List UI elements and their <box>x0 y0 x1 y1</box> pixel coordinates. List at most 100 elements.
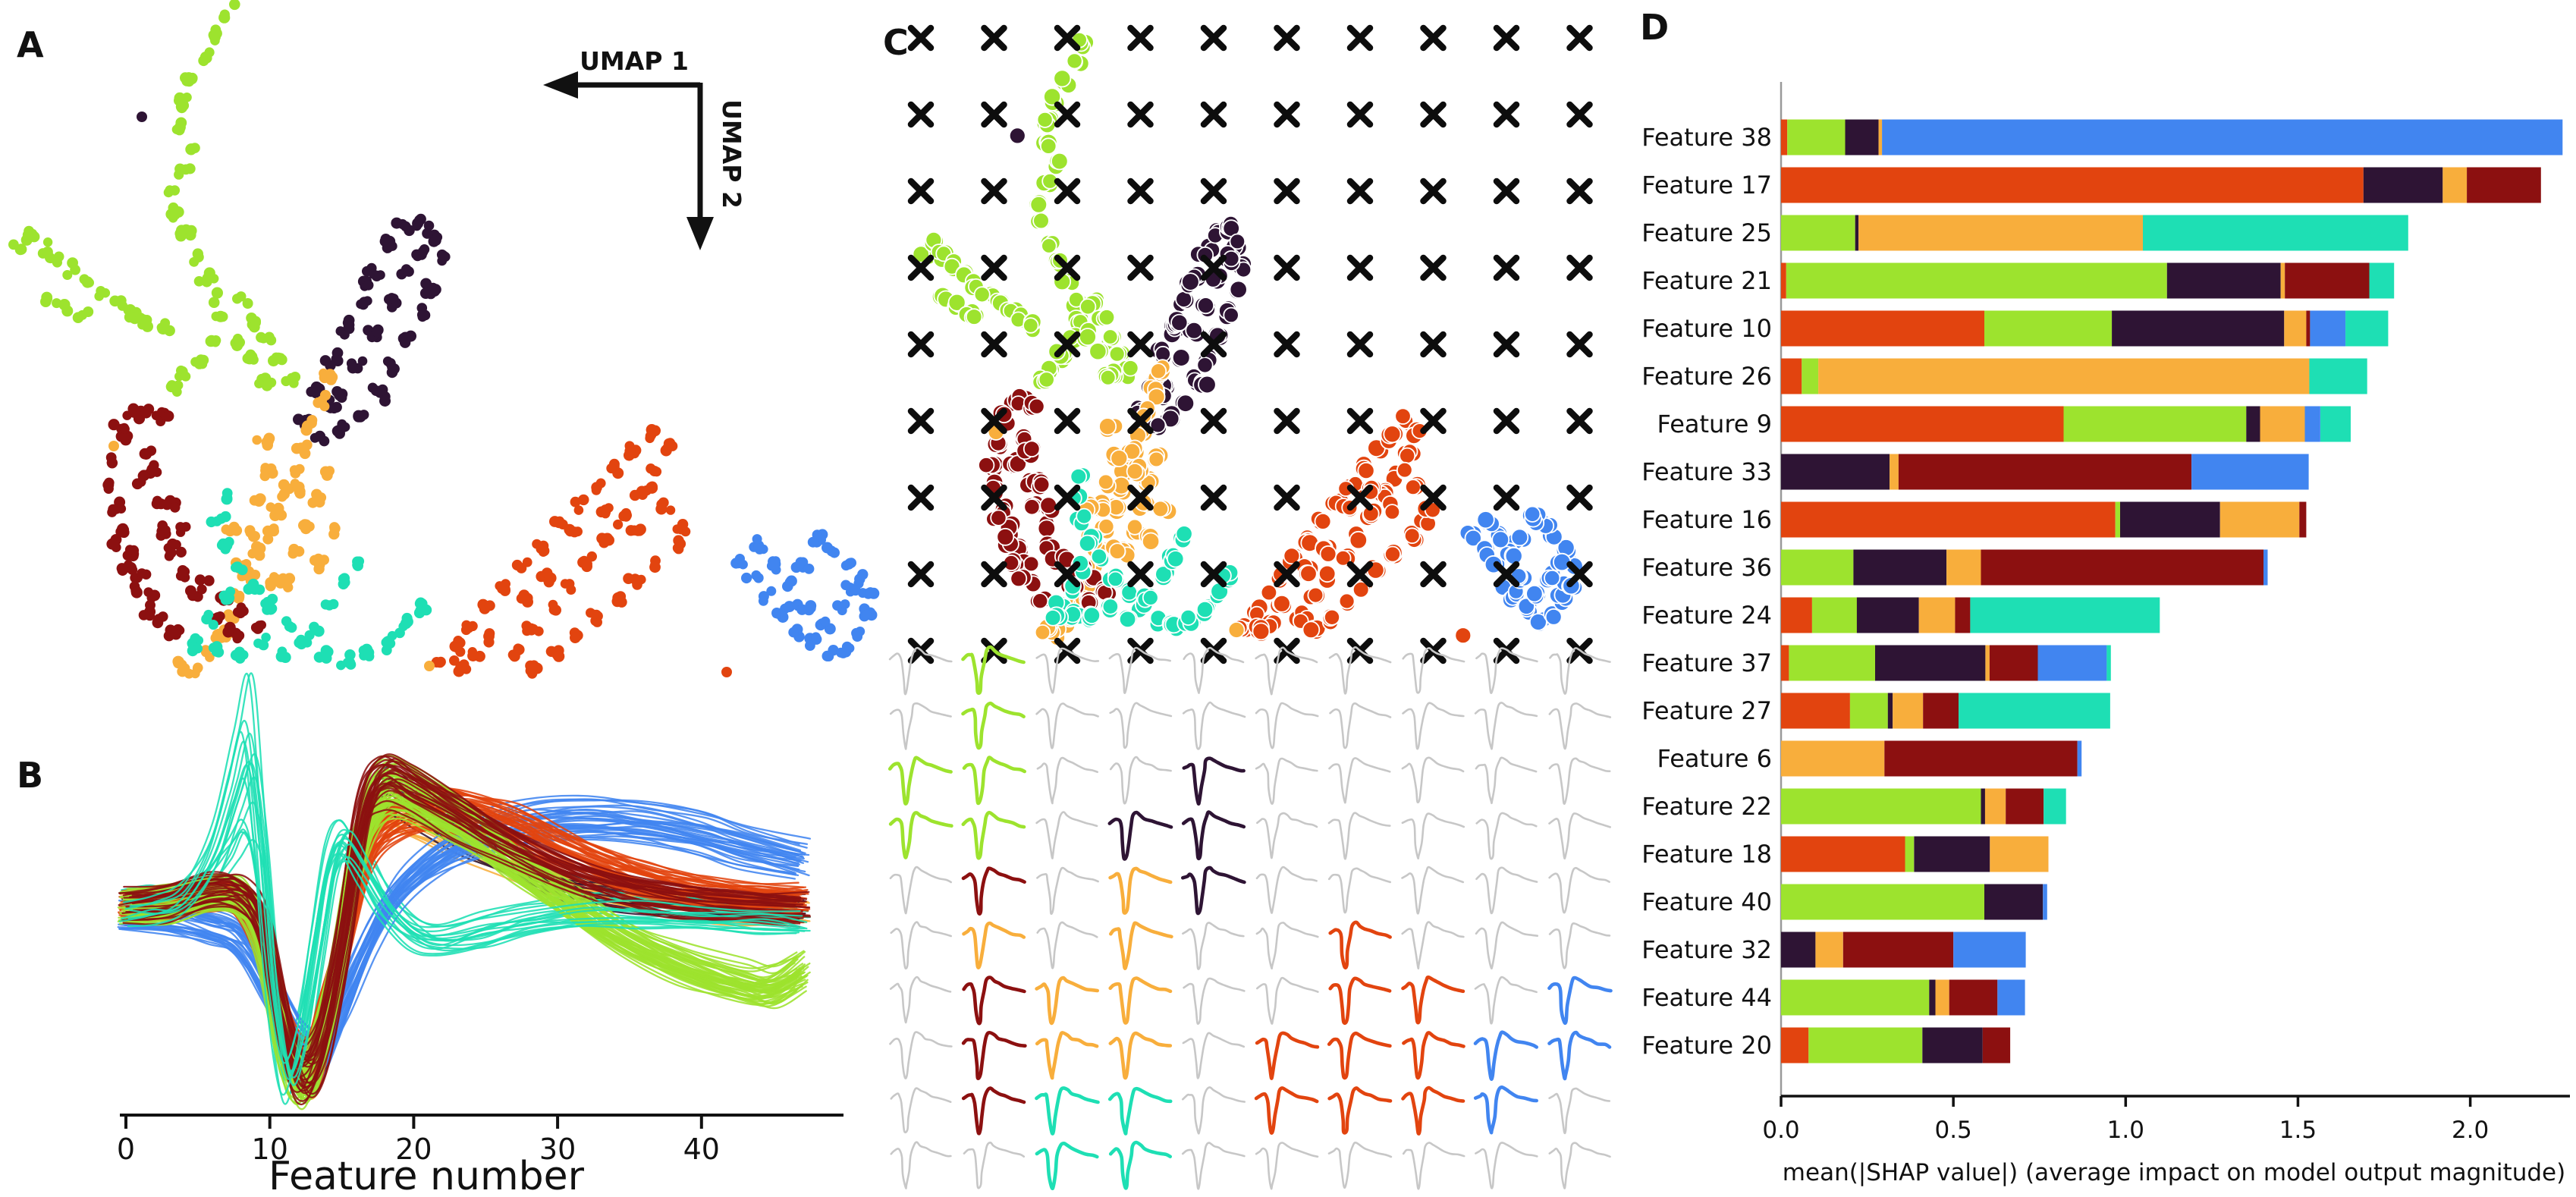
bar-segment-green <box>1781 215 1855 251</box>
x-marker-icon <box>1127 24 1154 52</box>
x-marker-icon <box>1200 331 1227 358</box>
panel-d-xaxis-title: mean(|SHAP value|) (average impact on mo… <box>1783 1159 2565 1186</box>
feature-label: Feature 32 <box>1641 935 1772 964</box>
bar-segment-orange <box>2219 501 2300 538</box>
prototype-waveform-gray <box>1035 647 1100 694</box>
prototype-waveform-teal <box>1107 1086 1173 1136</box>
x-marker-icon <box>1493 254 1520 281</box>
bar-segment-darkred <box>1842 932 1954 968</box>
umap-cluster-teal <box>187 488 432 671</box>
panel-b-tick-label: 10 <box>252 1133 288 1166</box>
prototype-waveform-gray <box>1108 646 1171 694</box>
shap-bar-feature-18: Feature 18 <box>1641 836 2049 872</box>
prototype-waveform-gray <box>1548 702 1612 750</box>
x-marker-icon <box>1493 101 1520 128</box>
som-x-markers <box>907 24 1593 664</box>
prototype-waveform-gray <box>1474 976 1538 1025</box>
x-marker-icon <box>1493 178 1520 205</box>
x-marker-icon <box>907 178 935 205</box>
x-marker-icon <box>1127 178 1154 205</box>
bar-segment-orangered <box>1781 645 1789 681</box>
prototype-waveform-darkred <box>961 866 1026 916</box>
feature-label: Feature 40 <box>1641 888 1772 916</box>
prototype-waveform-gray <box>1036 921 1098 969</box>
bar-segment-teal <box>2309 358 2367 394</box>
bar-segment-blue <box>1953 932 2026 968</box>
prototype-waveform-purple <box>1182 756 1246 806</box>
prototype-waveform-orange <box>1035 1031 1099 1080</box>
shap-bar-feature-16: Feature 16 <box>1641 501 2307 538</box>
x-marker-icon <box>1054 331 1081 358</box>
feature-label: Feature 33 <box>1641 457 1772 486</box>
feature-label: Feature 16 <box>1641 505 1772 534</box>
x-marker-icon <box>1274 331 1300 358</box>
bar-segment-orange <box>2260 406 2305 442</box>
bar-segment-orangered <box>1781 310 1984 347</box>
bar-segment-purple <box>1875 645 1986 681</box>
shap-bar-feature-25: Feature 25 <box>1641 215 2408 251</box>
prototype-waveform-orange <box>1108 976 1173 1025</box>
prototype-waveform-orangered <box>1402 1031 1465 1080</box>
panel-d-tick-label: 0.5 <box>1934 1117 1971 1144</box>
bar-segment-orangered <box>1781 836 1905 872</box>
x-marker-icon <box>1566 24 1593 52</box>
x-marker-icon <box>1346 178 1374 205</box>
x-marker-icon <box>1274 484 1300 511</box>
bar-segment-purple <box>1856 597 1919 633</box>
prototype-waveform-purple <box>1181 810 1246 861</box>
bar-segment-orangered <box>1781 406 2064 442</box>
prototype-waveform-purple <box>1181 866 1246 916</box>
feature-label: Feature 24 <box>1641 601 1772 630</box>
prototype-waveform-darkred <box>961 1086 1026 1136</box>
bar-segment-orange <box>1878 119 1883 156</box>
bar-segment-darkred <box>2467 167 2541 203</box>
bar-segment-purple <box>2166 262 2281 299</box>
bar-segment-purple <box>1887 693 1893 729</box>
bar-segment-green <box>1786 262 2167 299</box>
prototype-waveform-teal <box>1035 1142 1099 1191</box>
prototype-waveform-gray <box>890 1141 952 1190</box>
shap-bar-feature-9: Feature 9 <box>1657 406 2351 442</box>
prototype-waveform-gray <box>1548 866 1610 914</box>
x-marker-icon <box>981 254 1007 281</box>
x-marker-icon <box>1420 24 1447 52</box>
prototype-waveform-gray <box>889 866 952 915</box>
x-marker-icon <box>1200 484 1227 511</box>
bar-segment-green <box>1789 645 1875 681</box>
panel-d-tick-label: 2.0 <box>2452 1117 2489 1144</box>
prototype-waveform-gray <box>1475 1142 1538 1189</box>
x-marker-icon <box>1420 484 1447 511</box>
prototype-waveform-blue <box>1473 1030 1538 1081</box>
umap-cluster-orangered <box>431 424 691 679</box>
bar-segment-darkred <box>2006 788 2044 825</box>
bar-segment-teal <box>2044 788 2066 825</box>
x-marker-icon <box>1566 484 1593 511</box>
panel-b-tick-label: 20 <box>395 1133 432 1166</box>
shap-bar-feature-24: Feature 24 <box>1641 597 2160 633</box>
prototype-waveform-darkred <box>961 1030 1027 1081</box>
prototype-waveform-blue <box>1473 1085 1538 1135</box>
bar-segment-purple <box>1855 215 1859 251</box>
x-marker-icon <box>1566 331 1593 358</box>
som-cluster-blue <box>1459 505 1584 633</box>
shap-bar-feature-37: Feature 37 <box>1641 645 2111 681</box>
panel-b-tick-label: 0 <box>117 1133 135 1166</box>
prototype-waveform-gray <box>889 702 952 750</box>
bar-segment-green <box>1905 836 1915 872</box>
bar-segment-purple <box>1853 549 1947 586</box>
prototype-waveform-gray <box>1401 756 1465 804</box>
bar-segment-teal <box>2369 262 2395 299</box>
panel-d-label: D <box>1640 7 1669 48</box>
prototype-waveform-orangered <box>1401 1085 1465 1136</box>
umap-axes-arrows <box>543 71 714 250</box>
prototype-waveform-gray <box>1256 812 1318 859</box>
x-marker-icon <box>1566 254 1593 281</box>
shap-bar-feature-27: Feature 27 <box>1641 693 2110 729</box>
shap-bar-feature-20: Feature 20 <box>1641 1027 2011 1063</box>
x-marker-icon <box>1420 101 1447 128</box>
bar-segment-purple <box>2246 406 2260 442</box>
prototype-waveform-orangered <box>1254 1086 1319 1135</box>
bar-segment-purple <box>1781 454 1890 490</box>
prototype-waveform-gray <box>1182 1032 1246 1079</box>
bar-segment-teal <box>2320 406 2351 442</box>
